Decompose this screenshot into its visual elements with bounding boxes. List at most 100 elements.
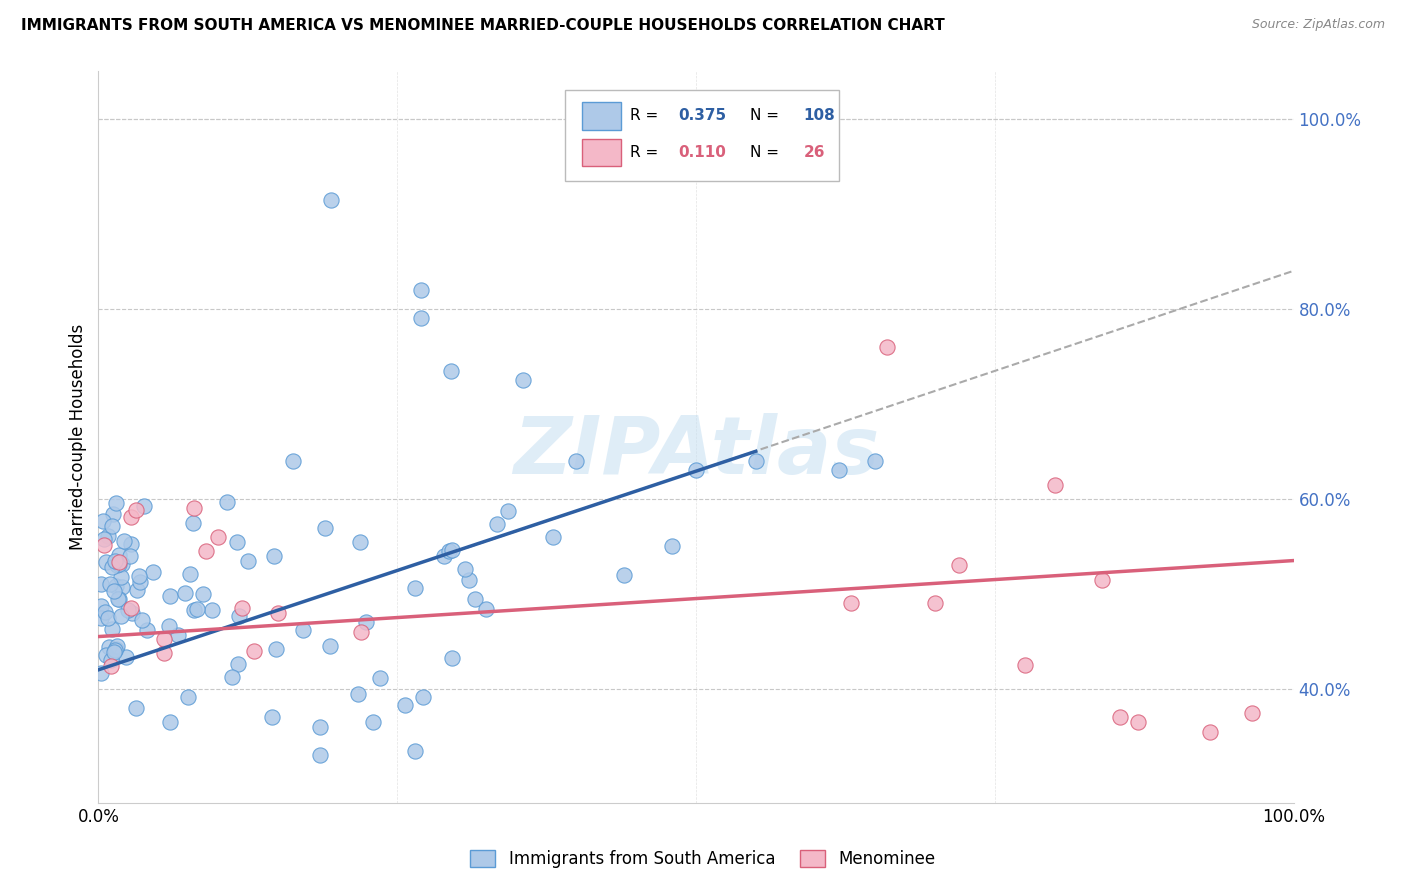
Point bbox=[433, 549, 456, 564]
Point bbox=[96, 555, 118, 569]
Text: 26: 26 bbox=[804, 145, 825, 160]
Point bbox=[177, 690, 200, 704]
Point bbox=[120, 537, 142, 551]
Point bbox=[394, 698, 416, 712]
Point bbox=[103, 644, 125, 658]
Point bbox=[349, 535, 371, 549]
Text: 0.375: 0.375 bbox=[678, 109, 725, 123]
Point bbox=[441, 650, 464, 665]
Point bbox=[308, 748, 330, 763]
Point bbox=[217, 495, 239, 509]
Point bbox=[238, 554, 260, 568]
Point bbox=[105, 496, 128, 510]
Point bbox=[475, 602, 498, 616]
Text: 0.110: 0.110 bbox=[678, 145, 725, 160]
Point bbox=[101, 508, 124, 522]
Point bbox=[159, 714, 181, 729]
Point bbox=[498, 504, 520, 518]
Text: 108: 108 bbox=[804, 109, 835, 123]
Point bbox=[186, 602, 208, 616]
Point bbox=[1128, 714, 1150, 729]
Point bbox=[101, 622, 124, 636]
Point bbox=[541, 530, 564, 544]
Point bbox=[1091, 573, 1114, 587]
Point bbox=[841, 596, 863, 610]
Point bbox=[828, 463, 851, 477]
Point bbox=[173, 586, 195, 600]
Text: Source: ZipAtlas.com: Source: ZipAtlas.com bbox=[1251, 18, 1385, 31]
Point bbox=[104, 642, 127, 657]
Point bbox=[661, 539, 683, 553]
Point bbox=[93, 538, 115, 552]
Point bbox=[120, 600, 142, 615]
Point bbox=[128, 574, 150, 589]
Bar bbox=[582, 138, 620, 167]
Point bbox=[98, 577, 121, 591]
Point bbox=[876, 340, 898, 354]
Point bbox=[263, 549, 285, 563]
Point bbox=[1014, 658, 1036, 673]
Point bbox=[93, 532, 115, 546]
Point bbox=[207, 530, 229, 544]
Point bbox=[125, 502, 148, 516]
Point bbox=[108, 591, 131, 606]
Y-axis label: Married-couple Households: Married-couple Households bbox=[69, 324, 87, 550]
Point bbox=[97, 640, 120, 655]
Point bbox=[260, 710, 283, 724]
Point bbox=[153, 647, 176, 661]
Point bbox=[226, 534, 249, 549]
Point bbox=[136, 623, 159, 637]
Point bbox=[745, 454, 768, 468]
Point bbox=[105, 640, 128, 654]
Point bbox=[125, 583, 148, 598]
Point bbox=[101, 560, 124, 574]
Point bbox=[142, 566, 165, 580]
Point bbox=[90, 576, 112, 591]
Point bbox=[132, 499, 155, 513]
Point bbox=[685, 463, 707, 477]
Point bbox=[153, 632, 176, 646]
Point bbox=[363, 714, 385, 729]
Point bbox=[100, 658, 122, 673]
Point bbox=[90, 599, 112, 613]
Point bbox=[266, 642, 288, 657]
Point bbox=[457, 573, 479, 587]
Point bbox=[183, 603, 205, 617]
Point bbox=[91, 514, 114, 528]
Point bbox=[1043, 477, 1066, 491]
Point bbox=[228, 608, 250, 623]
Point bbox=[512, 373, 534, 387]
Point bbox=[314, 521, 336, 535]
Point bbox=[228, 657, 250, 671]
Text: IMMIGRANTS FROM SOUTH AMERICA VS MENOMINEE MARRIED-COUPLE HOUSEHOLDS CORRELATION: IMMIGRANTS FROM SOUTH AMERICA VS MENOMIN… bbox=[21, 18, 945, 33]
Point bbox=[115, 649, 138, 664]
Point bbox=[104, 579, 127, 593]
Point bbox=[411, 283, 433, 297]
FancyBboxPatch shape bbox=[565, 90, 839, 181]
Point bbox=[105, 558, 128, 572]
Point bbox=[179, 566, 201, 581]
Point bbox=[412, 690, 434, 704]
Point bbox=[103, 583, 125, 598]
Point bbox=[464, 591, 486, 606]
Point bbox=[281, 454, 304, 468]
Text: R =: R = bbox=[630, 109, 664, 123]
Point bbox=[111, 557, 134, 571]
Point bbox=[195, 544, 218, 558]
Point bbox=[201, 603, 224, 617]
Point bbox=[183, 516, 205, 530]
Point bbox=[308, 720, 330, 734]
Point bbox=[90, 611, 112, 625]
Point bbox=[321, 193, 343, 207]
Point bbox=[292, 623, 315, 637]
Point bbox=[97, 528, 120, 542]
Point bbox=[97, 611, 120, 625]
Point bbox=[183, 501, 205, 516]
Point bbox=[112, 533, 135, 548]
Point bbox=[368, 671, 391, 685]
Point bbox=[441, 543, 464, 558]
Point bbox=[924, 596, 946, 610]
Point bbox=[437, 543, 460, 558]
Point bbox=[110, 608, 132, 623]
Point bbox=[100, 653, 122, 667]
